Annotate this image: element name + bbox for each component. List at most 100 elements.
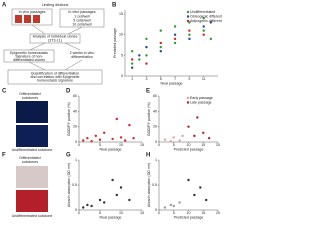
box-text: Analysis of individual clones — [33, 34, 78, 38]
data-point — [115, 193, 119, 197]
data-point — [169, 203, 172, 207]
data-point — [172, 136, 175, 139]
panel-label: A — [2, 3, 7, 9]
image-caption: subclones — [22, 96, 38, 100]
x-tick-label: 10 — [187, 211, 191, 215]
data-point — [202, 131, 205, 134]
y-tick-label: 40 — [73, 109, 77, 113]
data-point — [82, 206, 85, 209]
box-text: differentiation — [71, 55, 93, 59]
data-point — [193, 134, 196, 138]
legend-marker — [186, 101, 190, 104]
data-point — [90, 204, 93, 208]
tube — [33, 15, 40, 23]
x-tick-label: 1 — [131, 77, 133, 81]
box-text: Signature of non- — [15, 54, 43, 58]
image-caption: Undifferentiated subclone — [12, 148, 53, 152]
data-point — [178, 139, 181, 142]
legend-label: Late passage — [190, 100, 212, 104]
y-axis-label: Predicted passage — [113, 28, 117, 58]
x-tick-label: 20 — [216, 211, 220, 215]
data-point — [205, 198, 208, 202]
data-point — [103, 201, 106, 204]
data-point — [130, 50, 134, 53]
x-tick-label: 15 — [201, 143, 205, 147]
x-tick-label: 0 — [78, 143, 80, 147]
x-tick-label: 11 — [202, 77, 206, 81]
data-point — [202, 29, 205, 32]
data-point — [169, 140, 172, 143]
tube — [24, 15, 31, 23]
arrow — [64, 59, 83, 71]
x-tick-label: 3 — [145, 77, 147, 81]
x-tick-label: 5 — [99, 143, 101, 147]
data-point — [202, 17, 205, 20]
y-tick-label: 10 — [119, 33, 123, 37]
y-tick-label: 60 — [73, 94, 77, 98]
x-tick-label: 15 — [140, 143, 144, 147]
data-point — [138, 58, 141, 61]
legend-marker — [186, 15, 190, 18]
y-tick-label: 0.5 — [72, 183, 77, 187]
x-tick-label: 7 — [174, 77, 176, 81]
box-text: (3T3-L1) — [48, 38, 62, 42]
data-point — [202, 25, 205, 28]
x-tick-label: 20 — [216, 143, 220, 147]
image-caption: Differentiated — [19, 92, 40, 96]
data-point — [173, 41, 177, 45]
arrow — [67, 26, 83, 35]
data-point — [159, 41, 162, 45]
y-tick-label: 15 — [119, 12, 123, 16]
box-text: homeostasis signature — [37, 78, 73, 82]
data-point — [98, 198, 102, 202]
image-caption: subclones — [22, 160, 38, 164]
y-tick-label: 0 — [155, 208, 157, 212]
y-tick-label: 40 — [153, 109, 157, 113]
x-axis-label: Real passage — [100, 215, 122, 219]
diagram-title: Limiting dilutions — [42, 3, 69, 7]
x-tick-label: 5 — [173, 211, 175, 215]
box-text: In vivo passages — [19, 10, 46, 14]
panel-label: D — [66, 89, 71, 95]
panel-label: H — [146, 153, 150, 159]
micrograph — [16, 190, 48, 212]
box-text: 5 cells/well — [73, 18, 91, 22]
data-point — [173, 37, 177, 41]
legend-marker — [186, 10, 190, 14]
y-tick-label: 60 — [153, 94, 157, 98]
legend-label: Early passage — [190, 96, 213, 100]
data-point — [163, 206, 167, 209]
y-tick-label: 0 — [121, 74, 123, 78]
x-axis-label: Predicted passage — [174, 215, 204, 219]
y-tick-label: 0.5 — [152, 183, 157, 187]
y-tick-label: 1 — [155, 158, 157, 162]
panel-label: E — [146, 89, 150, 95]
y-tick-label: 0 — [155, 140, 157, 144]
box-text: and correlation with Epigenetic — [31, 75, 80, 79]
y-tick-label: 1 — [75, 158, 77, 162]
x-tick-label: 10 — [187, 143, 191, 147]
box — [7, 69, 103, 85]
data-point — [173, 25, 177, 28]
data-point — [111, 178, 114, 182]
data-point — [178, 201, 181, 204]
data-point — [172, 204, 175, 208]
data-point — [181, 134, 184, 138]
legend-label: Adipogenic differentiated — [190, 19, 222, 23]
data-point — [159, 50, 162, 53]
data-point — [188, 37, 191, 41]
image-panel: Differentiated subclones Undifferentiate… — [12, 156, 53, 218]
data-point — [163, 138, 167, 141]
data-point — [94, 134, 98, 138]
box — [29, 33, 81, 44]
data-point — [159, 45, 162, 49]
legend-label: Osteogenic differentiated — [190, 14, 222, 18]
data-point — [196, 116, 199, 119]
data-point — [145, 54, 148, 57]
figure: A B C D E F G H Limiting dilutions In vi… — [2, 3, 222, 220]
x-tick-label: 15 — [201, 211, 205, 215]
x-tick-label: 9 — [188, 77, 190, 81]
data-point — [86, 136, 89, 140]
data-point — [128, 198, 131, 202]
data-point — [90, 140, 93, 143]
